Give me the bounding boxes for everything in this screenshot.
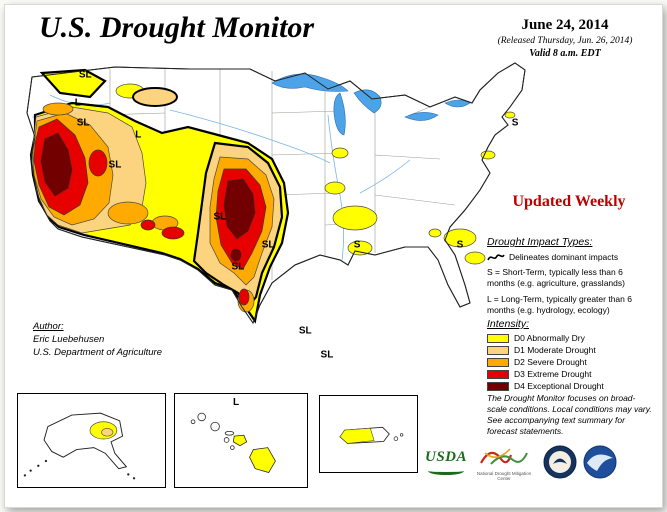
legend-label-d2: D2 Severe Drought xyxy=(514,357,587,367)
big-island xyxy=(249,447,276,473)
drought-d4-regions xyxy=(40,132,256,262)
lake-huron xyxy=(353,89,382,114)
us-outline-overlay xyxy=(26,62,526,325)
alaska-outline xyxy=(43,412,128,470)
lanai xyxy=(223,437,230,443)
noaa-logo xyxy=(583,445,617,479)
ndmc-logo-mark xyxy=(480,448,528,465)
puerto-rico-d0-region xyxy=(339,427,375,444)
legend-item-d0: D0 Abnormally Dry xyxy=(487,333,604,343)
maui xyxy=(232,434,248,447)
culebra xyxy=(399,433,404,437)
oahu xyxy=(210,421,220,432)
author-block: Author: Eric Luebehusen U.S. Department … xyxy=(33,321,162,359)
disclaimer-note: The Drought Monitor focuses on broad-sca… xyxy=(487,393,652,437)
lake-erie xyxy=(404,112,439,121)
usda-logo-arc xyxy=(428,467,464,475)
aleutian-islands xyxy=(23,459,136,480)
hawaii-map-svg xyxy=(190,412,276,473)
impact-boundary-squiggle-icon xyxy=(487,253,505,260)
impact-label-s: S xyxy=(511,117,519,129)
impact-label-sl: SL xyxy=(298,325,312,337)
legend-swatch-d3 xyxy=(487,369,509,379)
map-date: June 24, 2014 xyxy=(521,17,609,33)
intensity-heading: Intensity: xyxy=(487,318,530,330)
usda-logo-text: USDA xyxy=(424,449,467,465)
usda-logo: USDA xyxy=(423,445,469,479)
impact-label-sl: SL xyxy=(108,159,122,171)
impact-label-sl: SL xyxy=(231,261,245,273)
impact-label-sl: SL xyxy=(320,349,334,361)
hawaii-inset: L xyxy=(174,393,308,488)
alaska-map-svg xyxy=(23,412,136,480)
legend-label-d3: D3 Extreme Drought xyxy=(514,369,592,379)
author-org: U.S. Department of Agriculture xyxy=(33,346,163,358)
commerce-seal-logo xyxy=(543,445,577,479)
legend-swatch-d1 xyxy=(487,345,509,355)
impact-label-l: L xyxy=(135,129,142,141)
legend-label-d0: D0 Abnormally Dry xyxy=(514,333,585,343)
niihau xyxy=(190,419,196,425)
page-title: U.S. Drought Monitor xyxy=(39,11,315,44)
ndmc-logo-text: National Drought Mitigation Center xyxy=(476,471,532,481)
impact-types-heading: Drought Impact Types: xyxy=(487,236,593,248)
released-date: (Released Thursday, Jun. 26, 2014) xyxy=(497,36,633,46)
valid-time: Valid 8 a.m. EDT xyxy=(529,48,601,59)
puerto-rico-inset xyxy=(319,395,418,473)
legend-swatch-d4 xyxy=(487,381,509,391)
conus-map: SL L SL L SL SL SL SL S S S SL SL xyxy=(10,55,540,390)
great-lakes xyxy=(271,73,471,136)
long-term-definition: L = Long-Term, typically greater than 6 … xyxy=(487,294,632,316)
d1-montana-region xyxy=(132,87,178,107)
molokai xyxy=(224,430,235,436)
impact-delineates-row: Delineates dominant impacts xyxy=(487,252,618,262)
date-block: June 24, 2014 (Released Thursday, Jun. 2… xyxy=(471,17,659,59)
conus-map-svg xyxy=(26,62,526,325)
legend-item-d4: D4 Exceptional Drought xyxy=(487,381,604,391)
vieques xyxy=(393,436,399,441)
d0-northwest-region xyxy=(39,68,107,99)
impact-type-labels: SL L SL L SL SL SL SL S S S SL SL xyxy=(10,55,540,390)
alaska-d1-region xyxy=(101,428,114,437)
puerto-rico-map-svg xyxy=(339,426,404,444)
impact-label-l: L xyxy=(74,97,81,109)
short-term-definition: S = Short-Term, typically less than 6 mo… xyxy=(487,267,625,289)
impact-label-sl: SL xyxy=(78,69,92,81)
impact-delineates-label: Delineates dominant impacts xyxy=(509,252,619,262)
author-label: Author: xyxy=(33,321,64,332)
lake-superior xyxy=(271,73,349,92)
legend-label-d4: D4 Exceptional Drought xyxy=(514,381,604,391)
updated-weekly-note: Updated Weekly xyxy=(512,193,626,210)
kauai xyxy=(197,412,206,422)
intensity-legend: D0 Abnormally Dry D1 Moderate Drought D2 S… xyxy=(487,333,604,393)
impact-label-sl: SL xyxy=(76,117,90,129)
hawaii-impact-label: L xyxy=(233,397,240,408)
noaa-logo-svg xyxy=(583,445,617,479)
author-name: Eric Luebehusen xyxy=(33,333,105,345)
lake-michigan xyxy=(333,92,346,136)
impact-label-sl: SL xyxy=(213,211,227,223)
lake-ontario xyxy=(444,99,471,108)
legend-item-d3: D3 Extreme Drought xyxy=(487,369,604,379)
legend-item-d2: D2 Severe Drought xyxy=(487,357,604,367)
legend-swatch-d2 xyxy=(487,357,509,367)
legend-label-d1: D1 Moderate Drought xyxy=(514,345,596,355)
ndmc-logo: National Drought Mitigation Center xyxy=(473,443,535,483)
legend-item-d1: D1 Moderate Drought xyxy=(487,345,604,355)
drought-monitor-page: U.S. Drought Monitor June 24, 2014 (Rele… xyxy=(4,4,663,508)
legend-swatch-d0 xyxy=(487,333,509,343)
kahoolawe xyxy=(230,445,235,450)
alaska-inset xyxy=(17,393,166,488)
impact-label-s: S xyxy=(353,239,361,251)
impact-label-s: S xyxy=(456,239,464,251)
impact-label-sl: SL xyxy=(261,239,275,251)
commerce-seal-svg xyxy=(543,445,577,479)
